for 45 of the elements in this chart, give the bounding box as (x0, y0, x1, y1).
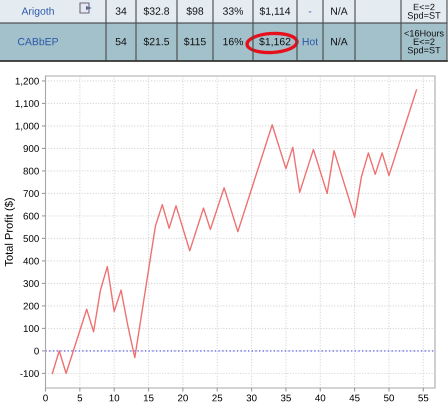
y-tick-label: 900 (23, 145, 39, 152)
text: N/A (331, 38, 348, 46)
text: $32.8 (144, 6, 170, 16)
y-tick-label: 1,100 (16, 100, 39, 108)
text: N/A (331, 7, 348, 15)
y-tick-label: 400 (23, 258, 39, 265)
x-tick-label: 40 (315, 394, 326, 402)
y-tick-label: 1,200 (16, 78, 39, 86)
x-tick-label: 55 (418, 394, 428, 402)
line-series (52, 89, 418, 374)
x-tick-label: 30 (246, 394, 257, 402)
y-tick-label: 700 (24, 190, 39, 198)
x-tick-label: 45 (349, 394, 360, 402)
text: 54 (116, 38, 126, 46)
y-tick-label: 100 (24, 325, 39, 332)
y-tick-label: 500 (23, 235, 39, 242)
y-tick-label: 200 (24, 302, 39, 310)
y-tick-label: -100 (20, 370, 39, 377)
text: CABbEP (18, 38, 58, 46)
text: $115 (184, 37, 206, 46)
y-tick-label: 600 (24, 212, 39, 220)
text: 34 (116, 7, 126, 15)
x-tick-label: 20 (178, 394, 188, 402)
y-tick-label: 0 (34, 348, 39, 354)
text: $1,114 (260, 6, 290, 16)
text: 16% (223, 38, 244, 46)
y-axis-title: Total Profit ($) (4, 198, 15, 266)
y-tick-label: 800 (23, 168, 39, 175)
x-tick-label: 25 (212, 394, 222, 402)
y-tick-label: 1,000 (16, 122, 39, 131)
text: <16Hours E<=2 Spd=ST (404, 30, 444, 56)
x-tick-label: 35 (280, 394, 291, 402)
text: $98 (186, 6, 204, 16)
text: Hot (302, 38, 318, 46)
y-tick-label: 300 (23, 280, 39, 288)
text: 33% (222, 7, 244, 15)
text: E<=2 Spd=ST (408, 4, 440, 20)
x-tick-label: 10 (110, 394, 120, 402)
text: $21.5 (144, 37, 170, 46)
text: $1,162 (259, 37, 290, 47)
text: Arigoth (22, 7, 54, 17)
x-tick-label: 0 (43, 394, 48, 402)
x-tick-label: 50 (384, 394, 394, 402)
x-tick-label: 5 (78, 394, 82, 402)
x-tick-label: 15 (144, 394, 154, 402)
